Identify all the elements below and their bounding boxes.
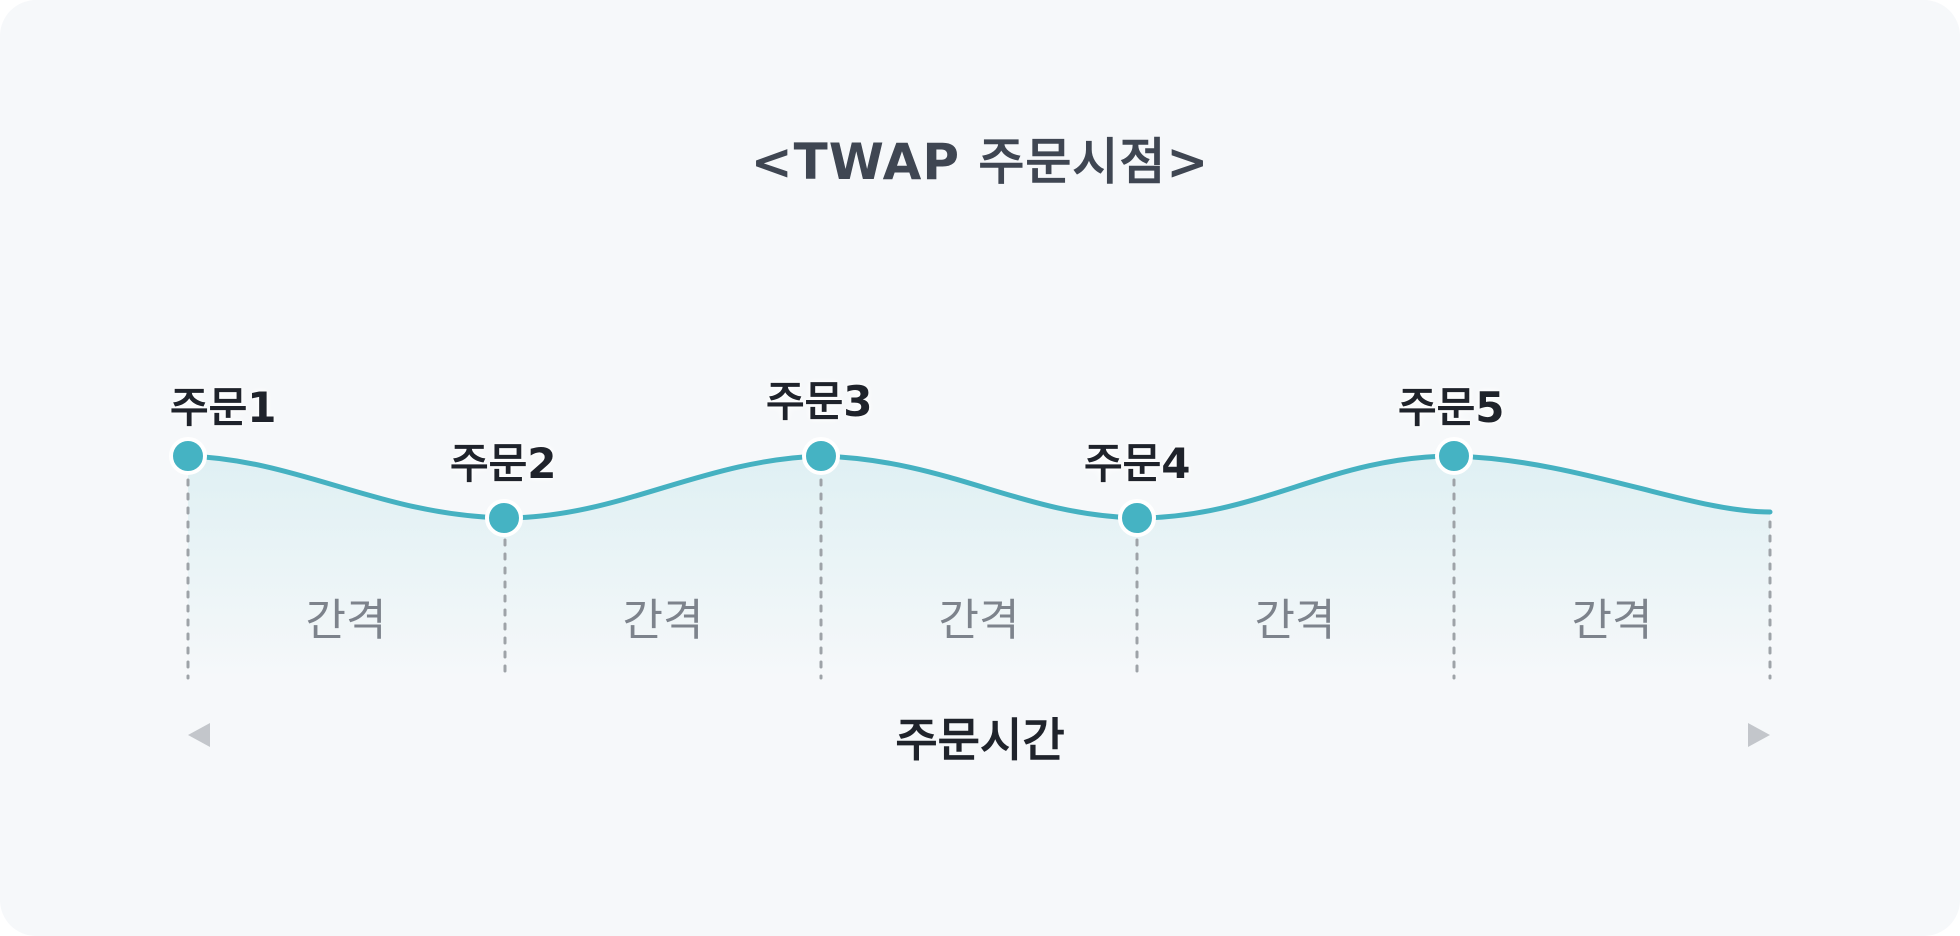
order-point (802, 437, 840, 475)
order-label-4: 주문4 (1084, 439, 1191, 488)
interval-label-3: 간격 (938, 595, 1020, 646)
diagram-title: <TWAP 주문시점> (750, 133, 1210, 191)
order-label-3: 주문3 (766, 377, 873, 426)
order-point (1118, 499, 1156, 537)
interval-label-2: 간격 (622, 595, 704, 646)
interval-label-1: 간격 (305, 595, 387, 646)
order-point (485, 499, 523, 537)
order-point (169, 437, 207, 475)
time-axis-label: 주문시간 (895, 713, 1065, 767)
order-label-2: 주문2 (450, 439, 557, 488)
price-area-fill (188, 456, 1770, 680)
order-label-1: 주문1 (170, 383, 277, 432)
price-curve (185, 453, 1773, 521)
order-point (1435, 437, 1473, 475)
arrow-left-icon (188, 723, 210, 747)
order-label-5: 주문5 (1398, 383, 1505, 432)
arrow-right-icon (1748, 723, 1770, 747)
interval-label-5: 간격 (1571, 595, 1653, 646)
interval-label-4: 간격 (1254, 595, 1336, 646)
